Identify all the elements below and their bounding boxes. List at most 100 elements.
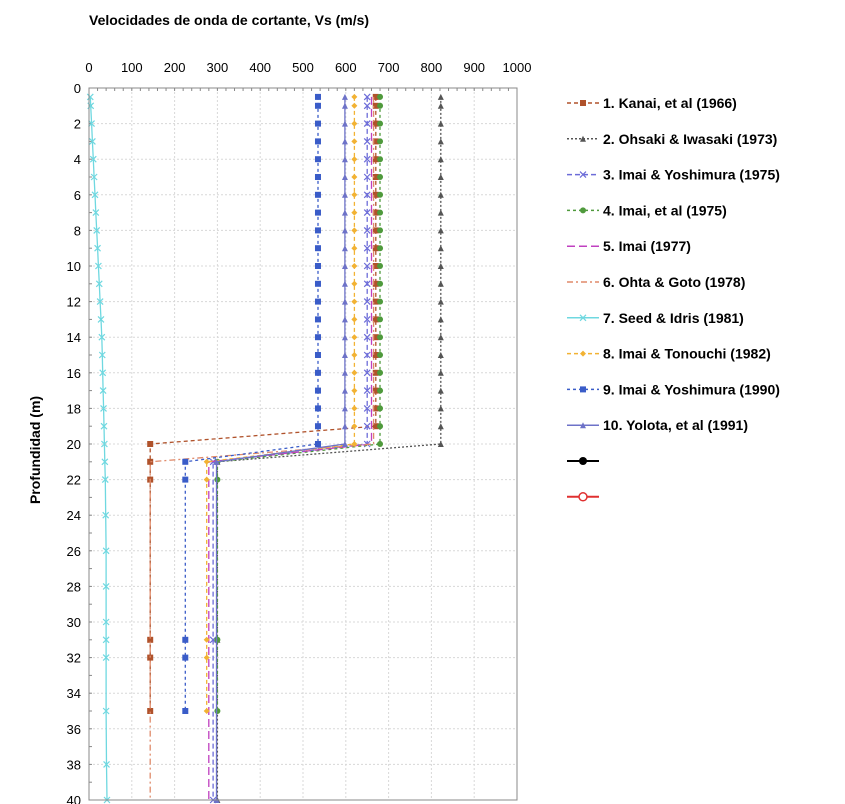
data-point: [96, 298, 104, 306]
data-point: [102, 707, 110, 715]
data-point: [437, 405, 444, 412]
legend-label: 7. Seed & Idris (1981): [603, 310, 744, 326]
data-point: [351, 93, 358, 100]
data-point: [363, 333, 371, 341]
legend-item: 2. Ohsaki & Iwasaki (1973): [567, 131, 777, 147]
data-point: [341, 227, 348, 234]
data-point: [92, 209, 100, 217]
y-tick-label: 6: [74, 188, 81, 203]
data-point: [351, 280, 358, 287]
data-point: [102, 547, 110, 555]
x-tick-label: 300: [207, 60, 229, 75]
series-8: [203, 93, 358, 714]
data-point: [147, 708, 154, 714]
y-tick-label: 24: [67, 508, 81, 523]
data-point: [579, 457, 587, 465]
data-point: [147, 654, 154, 661]
data-point: [363, 298, 371, 306]
data-point: [341, 263, 348, 269]
data-point: [214, 476, 221, 483]
data-point: [377, 369, 384, 376]
series-4: [214, 93, 384, 714]
legend-label: 6. Ohta & Goto (1978): [603, 274, 745, 290]
data-point: [314, 102, 321, 109]
data-point: [363, 120, 371, 128]
series-line: [89, 96, 108, 801]
data-point: [314, 423, 321, 430]
data-point: [377, 102, 384, 109]
data-point: [363, 226, 371, 234]
data-point: [341, 209, 348, 216]
legend-label: 10. Yolota, et al (1991): [603, 417, 748, 433]
data-point: [100, 422, 108, 430]
y-tick-label: 38: [67, 757, 81, 772]
data-point: [372, 227, 379, 234]
data-point: [580, 207, 586, 214]
data-point: [437, 334, 444, 341]
y-tick-label: 36: [67, 722, 81, 737]
data-point: [377, 316, 384, 323]
data-point: [351, 209, 358, 216]
data-point: [314, 174, 321, 180]
x-tick-label: 800: [421, 60, 443, 75]
data-point: [351, 245, 358, 252]
data-point: [377, 138, 384, 145]
legend-label: 5. Imai (1977): [603, 238, 691, 254]
chart-title: Velocidades de onda de cortante, Vs (m/s…: [89, 12, 369, 28]
data-point: [377, 209, 384, 216]
data-point: [363, 422, 371, 430]
y-tick-label: 22: [67, 473, 81, 488]
y-tick-label: 16: [67, 366, 81, 381]
data-point: [182, 708, 189, 714]
data-point: [377, 405, 384, 412]
data-point: [579, 171, 587, 179]
data-point: [314, 334, 321, 341]
data-point: [341, 369, 348, 376]
data-point: [363, 244, 371, 252]
data-point: [372, 174, 379, 180]
y-tick-label: 32: [67, 651, 81, 666]
series-line: [184, 96, 319, 711]
data-point: [580, 135, 586, 142]
data-point: [314, 156, 321, 163]
series-line: [149, 96, 377, 711]
data-point: [182, 458, 189, 465]
data-point: [437, 369, 444, 376]
data-point: [314, 369, 321, 376]
data-point: [351, 423, 358, 430]
data-point: [372, 209, 379, 216]
data-point: [363, 387, 371, 395]
data-point: [203, 654, 210, 661]
y-tick-label: 12: [67, 295, 81, 310]
data-point: [363, 262, 371, 270]
series-7: [86, 93, 111, 804]
data-point: [377, 280, 384, 287]
data-point: [372, 387, 379, 394]
data-point: [377, 387, 384, 394]
y-tick-label: 26: [67, 544, 81, 559]
data-point: [341, 280, 348, 287]
data-point: [372, 102, 379, 109]
legend-item: 3. Imai & Yoshimura (1975): [567, 167, 780, 183]
data-point: [102, 618, 110, 626]
grid-lines: [88, 87, 518, 801]
data-point: [341, 191, 348, 198]
plot-frame: [88, 87, 518, 801]
data-point: [351, 387, 358, 394]
y-tick-label: 40: [67, 793, 81, 804]
legend-item: 5. Imai (1977): [567, 238, 691, 254]
data-point: [377, 352, 384, 358]
data-point: [351, 174, 358, 180]
data-point: [203, 458, 210, 465]
series-6: [149, 96, 375, 800]
data-point: [437, 423, 444, 430]
data-point: [341, 120, 348, 127]
data-point: [314, 263, 321, 269]
data-point: [363, 369, 371, 377]
series-group: [86, 93, 444, 804]
data-point: [314, 280, 321, 287]
data-point: [98, 333, 106, 341]
data-point: [363, 191, 371, 199]
data-point: [363, 351, 371, 359]
